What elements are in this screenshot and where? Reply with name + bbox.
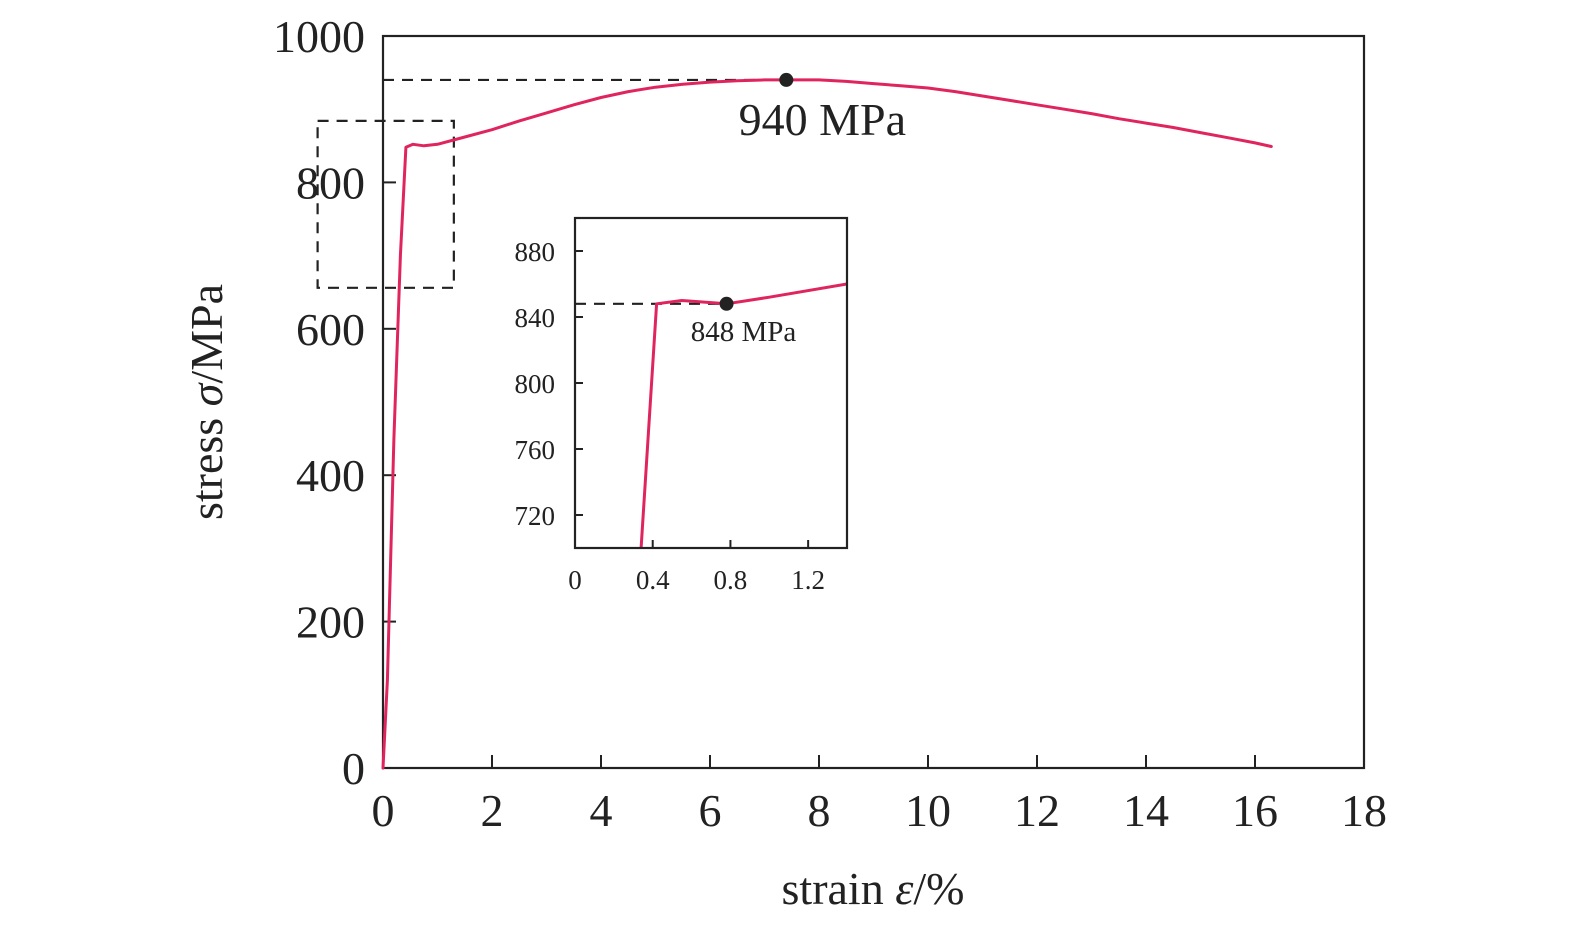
- inset-curve: [639, 282, 847, 548]
- y-tick-label: 1000: [273, 11, 365, 62]
- x-tick-label: 8: [808, 785, 831, 836]
- main-plot-frame: [381, 34, 1366, 770]
- x-tick-label: 12: [1014, 785, 1060, 836]
- x-tick-label: 16: [1232, 785, 1278, 836]
- y-tick-label: 200: [296, 597, 365, 648]
- yield-marker: [719, 296, 734, 311]
- zoom-region-box: [316, 119, 455, 289]
- x-axis-title-symbol: ε: [895, 863, 914, 914]
- inset-background: [575, 218, 847, 548]
- x-tick-label: 2: [481, 785, 504, 836]
- inset-x-tick-label: 1.2: [791, 565, 825, 595]
- inset-y-tick-label: 800: [515, 369, 556, 399]
- x-tick-label: 4: [590, 785, 613, 836]
- y-axis-title-text: stress: [181, 406, 232, 520]
- uts-label: 940 MPa: [739, 94, 906, 145]
- x-axis-title-unit: /%: [913, 863, 964, 914]
- y-tick-label: 800: [296, 157, 365, 208]
- inset-x-tick-label: 0: [568, 565, 582, 595]
- x-tick-label: 0: [372, 785, 395, 836]
- y-axis-title-symbol: σ: [181, 381, 232, 406]
- x-axis-title-text: strain: [782, 863, 896, 914]
- inset-x-tick-label: 0.8: [714, 565, 748, 595]
- x-axis-title: strain ε/%: [782, 863, 965, 914]
- x-tick-label: 6: [699, 785, 722, 836]
- stress-strain-curve: [381, 78, 1273, 770]
- x-tick-label: 18: [1341, 785, 1387, 836]
- y-tick-label: 400: [296, 450, 365, 501]
- y-axis-title-unit: /MPa: [181, 284, 232, 384]
- y-axis-title: stress σ/MPa: [181, 284, 232, 520]
- inset-plot: 0 0.4 0.8 1.2 720 760 800 840 880 848 MPa: [515, 216, 849, 595]
- main-plot: 0 2 4 6 8 10 12 14 16 18 0 200 400 600 800 1000 940 MPa: [273, 11, 1387, 836]
- uts-marker: [779, 72, 794, 87]
- y-tick-label: 600: [296, 304, 365, 355]
- x-tick-label: 10: [905, 785, 951, 836]
- y-tick-label: 0: [342, 743, 365, 794]
- inset-y-tick-label: 720: [515, 501, 556, 531]
- inset-y-tick-label: 760: [515, 435, 556, 465]
- x-tick-label: 14: [1123, 785, 1169, 836]
- inset-x-tick-label: 0.4: [636, 565, 670, 595]
- yield-label: 848 MPa: [691, 316, 797, 348]
- inset-y-tick-label: 840: [515, 303, 556, 333]
- inset-y-tick-label: 880: [515, 237, 556, 267]
